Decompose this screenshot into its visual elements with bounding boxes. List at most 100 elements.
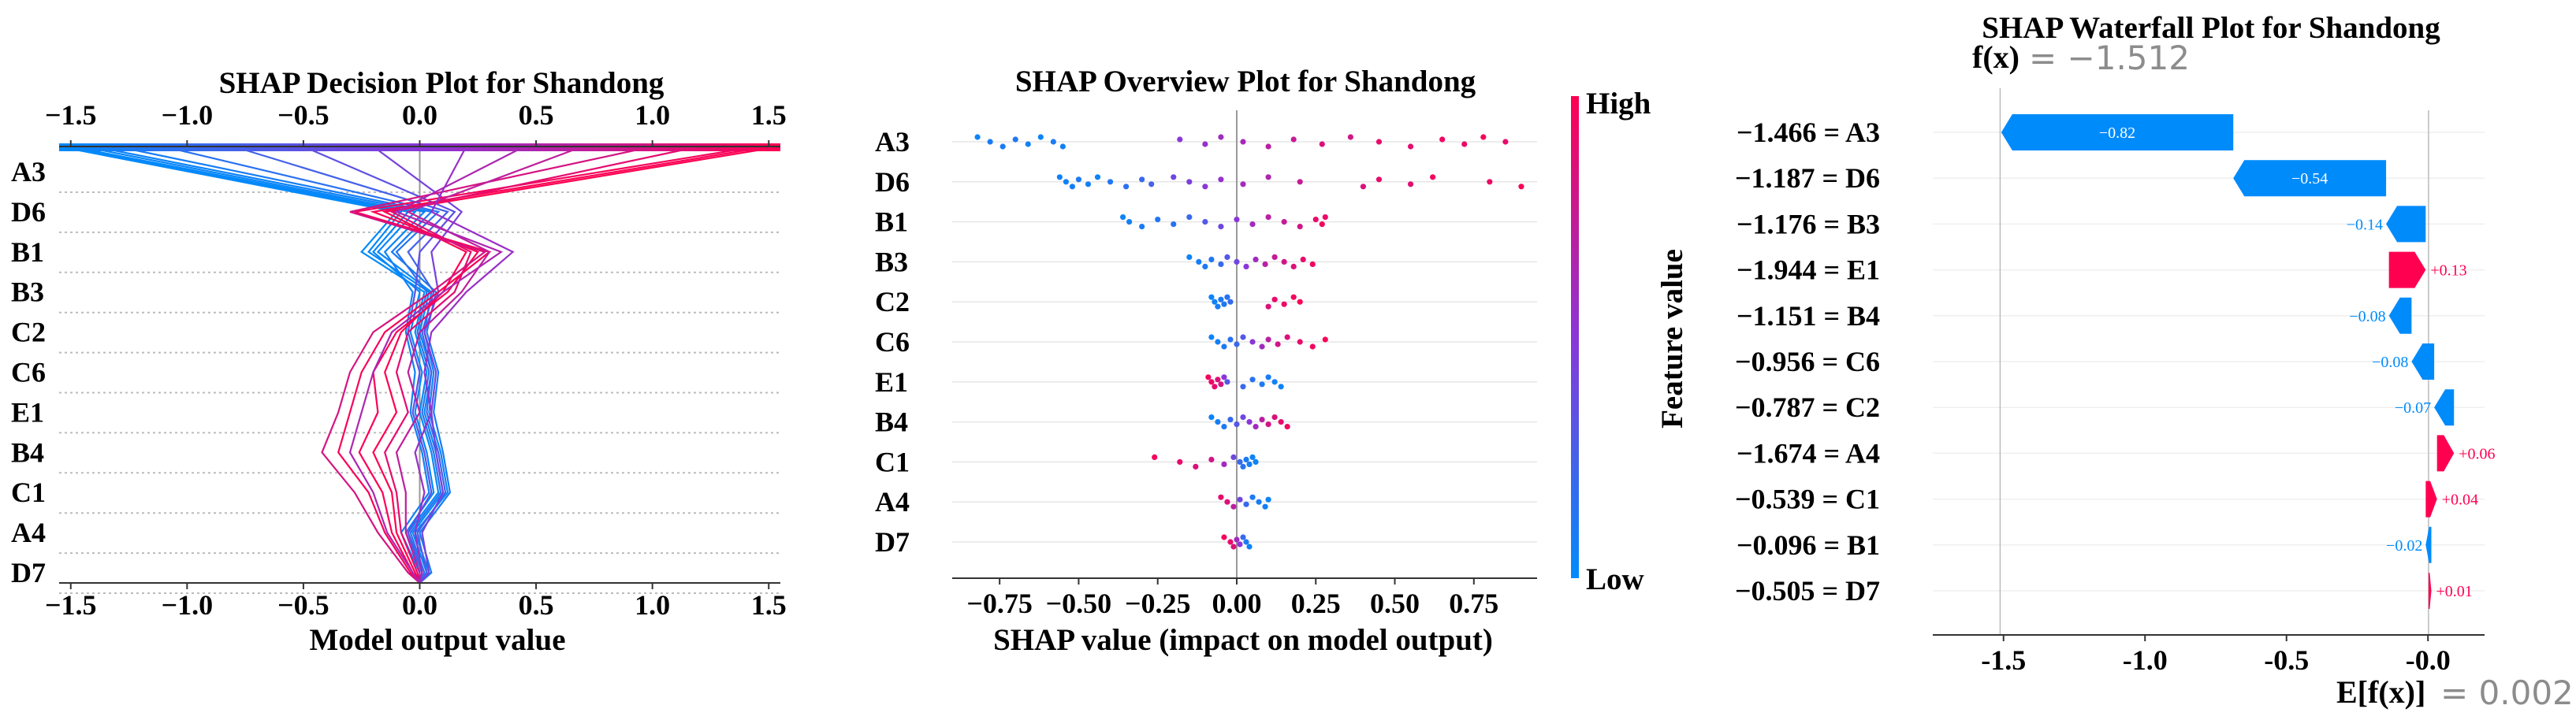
overview-point	[974, 134, 981, 140]
overview-point	[1237, 541, 1243, 547]
overview-point	[1407, 143, 1414, 150]
waterfall-feature-label: −0.096 = B1	[1737, 529, 1880, 561]
overview-point	[1218, 224, 1224, 230]
overview-point	[1502, 139, 1509, 145]
overview-point	[1227, 539, 1234, 545]
decision-bottom-tick-label: 0.5	[519, 589, 554, 621]
overview-point	[1230, 503, 1237, 510]
decision-series-line	[337, 145, 758, 584]
waterfall-bar	[2425, 481, 2437, 518]
overview-point	[1025, 141, 1031, 147]
overview-point	[1518, 184, 1524, 190]
overview-feature-label: A3	[875, 126, 910, 158]
overview-tick-label: 0.00	[1212, 588, 1261, 619]
overview-point	[1265, 143, 1271, 150]
overview-point	[1297, 339, 1303, 345]
overview-point	[1208, 256, 1215, 262]
waterfall-tick-label: -1.5	[1981, 644, 2026, 676]
overview-point	[1227, 336, 1234, 343]
decision-feature-label: D6	[11, 196, 46, 228]
overview-point	[1281, 258, 1287, 265]
overview-point	[1265, 214, 1271, 221]
overview-point	[1480, 134, 1487, 140]
overview-point	[1215, 419, 1221, 425]
overview-point	[1139, 176, 1145, 183]
overview-point	[1056, 174, 1063, 180]
overview-point	[1171, 174, 1177, 180]
overview-point	[1297, 224, 1303, 230]
overview-point	[1215, 339, 1221, 345]
overview-point	[1205, 374, 1212, 380]
overview-point	[1243, 501, 1249, 507]
overview-point	[1139, 224, 1145, 230]
waterfall-bar	[2388, 251, 2426, 288]
decision-series-line	[233, 145, 449, 584]
overview-point	[1347, 134, 1353, 140]
overview-point	[1256, 499, 1262, 505]
overview-point	[1171, 221, 1177, 228]
decision-series-line	[303, 145, 456, 584]
overview-tick-label: −0.25	[1125, 588, 1191, 619]
overview-point	[1215, 377, 1221, 383]
overview-point	[1259, 417, 1265, 423]
waterfall-bar	[2434, 389, 2455, 426]
overview-point	[1202, 263, 1208, 269]
overview-point	[1249, 454, 1256, 461]
waterfall-plot-title: SHAP Waterfall Plot for Shandong	[1982, 11, 2440, 45]
overview-point	[1237, 496, 1243, 503]
overview-point	[1265, 174, 1271, 180]
overview-point	[1271, 414, 1278, 421]
overview-point	[1208, 294, 1215, 300]
overview-plot: SHAP Overview Plot for Shandong A3 D6 B1 B3…	[875, 65, 1689, 657]
overview-point	[1430, 174, 1436, 180]
overview-point	[1037, 134, 1044, 140]
overview-point	[1218, 176, 1224, 183]
overview-plot-axes: A3 D6 B1 B3 C2 C6 E1 B4 C1 A4 D7 −0.75 −0.50 −0.25 0.0…	[875, 126, 1537, 619]
overview-point	[1461, 141, 1468, 147]
decision-top-tick-label: −1.5	[45, 99, 97, 131]
waterfall-bar-label: +0.13	[2430, 262, 2466, 280]
waterfall-feature-label: −1.944 = E1	[1737, 254, 1880, 286]
overview-feature-label: C2	[875, 286, 910, 317]
overview-point	[1202, 184, 1208, 190]
overview-point	[1487, 179, 1493, 185]
overview-point	[1155, 217, 1161, 223]
fx-value: = −1.512	[2029, 39, 2190, 77]
overview-point	[1107, 179, 1114, 185]
overview-point	[1063, 179, 1069, 185]
overview-point	[1300, 256, 1306, 262]
overview-point	[1122, 184, 1130, 190]
overview-point	[1246, 419, 1253, 425]
overview-point	[1234, 341, 1240, 347]
decision-plot-lines	[58, 143, 781, 584]
overview-feature-label: D6	[875, 166, 910, 198]
overview-point	[1186, 179, 1193, 185]
overview-point	[1186, 254, 1193, 260]
overview-point	[1221, 424, 1227, 430]
overview-point	[1259, 381, 1265, 388]
overview-point	[1249, 339, 1256, 345]
waterfall-feature-label: −0.539 = C1	[1735, 484, 1880, 515]
overview-point	[1212, 384, 1218, 390]
overview-point	[1126, 219, 1133, 225]
decision-feature-label: D7	[11, 557, 46, 588]
overview-point	[1230, 544, 1237, 550]
overview-feature-label: B4	[875, 406, 908, 438]
overview-point	[1375, 139, 1383, 145]
overview-point	[1208, 456, 1215, 463]
overview-point	[1212, 299, 1218, 305]
overview-point	[1234, 217, 1240, 223]
overview-point	[1249, 494, 1256, 500]
overview-point	[1075, 176, 1082, 183]
overview-tick-label: 0.50	[1370, 588, 1420, 619]
overview-point	[1202, 219, 1208, 225]
waterfall-bar-label: −0.02	[2386, 537, 2422, 555]
waterfall-feature-label: −1.176 = B3	[1737, 208, 1880, 239]
overview-point	[1281, 301, 1287, 307]
overview-point	[1237, 458, 1243, 466]
overview-point	[1234, 421, 1240, 428]
overview-point	[1224, 254, 1230, 260]
waterfall-feature-label: −1.151 = B4	[1737, 300, 1880, 332]
waterfall-feature-label: −0.505 = D7	[1735, 575, 1880, 607]
decision-feature-label: C1	[11, 477, 46, 508]
